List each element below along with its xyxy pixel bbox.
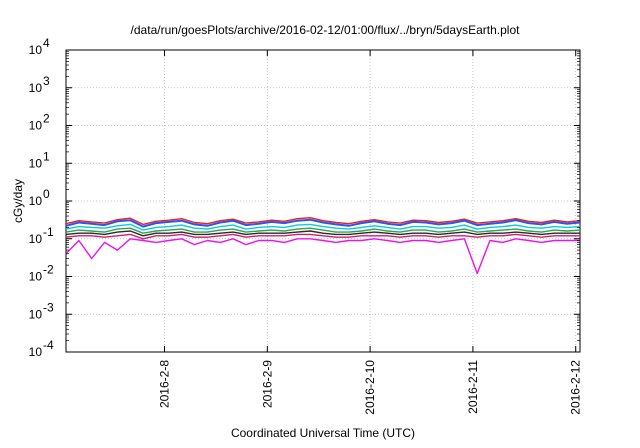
y-tick-label: 10 [29,270,43,284]
y-tick-label: 10 [29,345,43,359]
x-axis-ticks: 2016-2-8 2016-2-9 2016-2-10 2016-2-11 2016-2… [158,50,583,415]
series-line [65,230,580,237]
series-line [65,223,581,231]
x-tick-label: 2016-2-8 [158,360,172,408]
series-lines [65,216,581,275]
y-tick-label: 10 [29,81,43,95]
y-tick-label: 10 [29,119,43,133]
x-tick-label: 2016-2-10 [363,360,377,415]
y-tick-exponent: -2 [43,263,54,277]
y-tick-exponent: 0 [43,187,50,201]
y-axis-label: cGy/day [11,179,25,223]
y-tick-label: 10 [29,43,43,57]
x-tick-label: 2016-2-11 [466,360,480,414]
series-line [65,238,580,275]
series-line [65,227,581,234]
y-tick-exponent: -3 [43,300,54,314]
plot-frame [65,49,581,353]
series-line [65,233,580,240]
series-line [65,216,581,226]
y-tick-label: 10 [29,156,43,170]
x-tick-label: 2016-2-9 [260,360,274,408]
y-tick-exponent: 2 [43,112,50,126]
y-tick-label: 10 [29,232,43,246]
x-axis-label: Coordinated Universal Time (UTC) [231,426,415,440]
y-tick-exponent: 1 [43,149,50,163]
chart-title: /data/run/goesPlots/archive/2016-02-12/0… [131,23,521,37]
y-tick-exponent: 3 [43,74,50,88]
x-tick-label: 2016-2-12 [569,360,583,415]
grid [66,50,580,352]
y-tick-exponent: 4 [43,36,50,50]
series-line [65,218,581,228]
y-tick-label: 10 [29,307,43,321]
y-tick-exponent: -4 [43,338,54,352]
y-tick-exponent: -1 [43,225,54,239]
y-tick-label: 10 [29,194,43,208]
